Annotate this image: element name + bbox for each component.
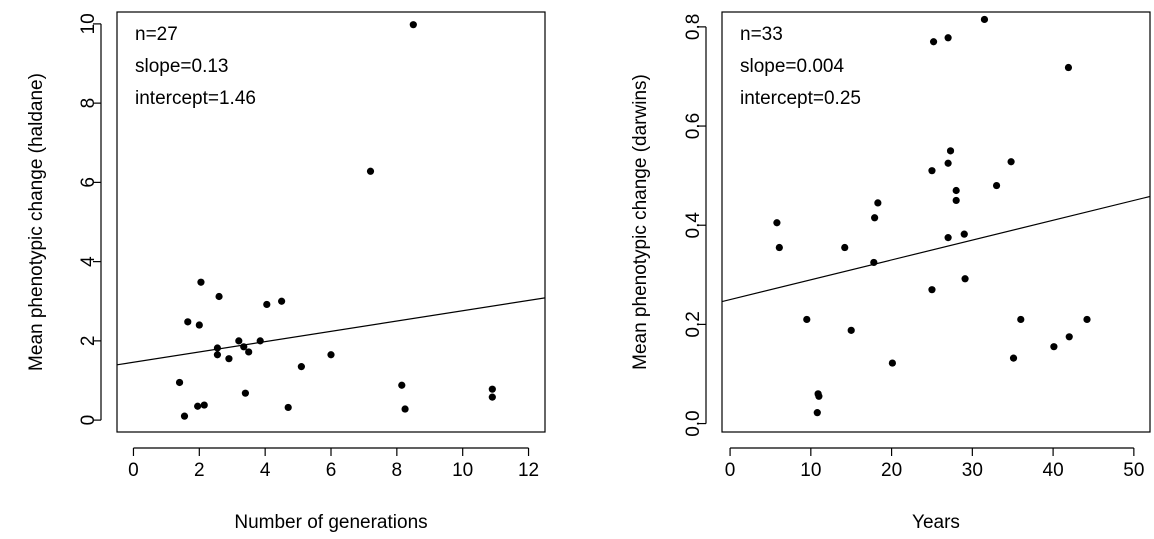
data-point [961,275,969,283]
plot-frame [116,11,546,433]
y-tick-label: 10 [78,13,99,34]
y-tick-label: 8 [78,98,99,109]
data-point [929,38,938,46]
data-point [241,389,249,397]
y-tick-label: 0.4 [683,212,704,239]
x-tick-label: 2 [194,460,205,481]
y-axis-label: Mean phenotypic change (haldane) [26,73,47,371]
y-tick-label: 0.8 [683,14,704,40]
data-point [194,402,202,410]
x-tick-label: 8 [392,460,403,481]
data-point [240,343,248,351]
data-point [1083,315,1091,324]
panel-1: 0 2 4 6 8 10 12 0 2 4 6 8 10 Number of generations Mea… [26,11,546,533]
y-tick-label: 2 [78,336,99,347]
data-point [245,348,253,356]
annotation-1: n=27 [135,24,178,45]
data-point [1007,158,1015,166]
y-tick-label: 0.2 [683,311,704,337]
data-point [284,403,292,412]
data-point [297,363,305,371]
x-tick-label: 0 [725,460,736,481]
data-point [225,355,233,363]
x-tick-label: 6 [326,460,337,481]
data-point [488,393,496,401]
data-point [813,409,821,417]
data-point [180,412,189,420]
data-point [944,234,952,242]
data-point [1017,315,1025,324]
data-point [184,318,192,326]
data-point [488,385,496,393]
regression-line [117,297,545,366]
y-tick-label: 0.0 [683,410,704,436]
data-point [398,381,406,389]
annotation-2: slope=0.13 [135,56,229,77]
data-point [960,230,968,238]
data-point [944,34,952,42]
data-point [871,214,879,222]
data-point [197,278,205,286]
data-point [235,337,243,345]
data-point [980,15,989,24]
y-tick-label: 6 [78,177,99,188]
data-point [278,297,286,305]
panel-2: 0 10 20 30 40 50 0.0 0.2 0.4 0.6 0.8 Years Mean phen… [630,11,1151,533]
data-point [401,405,409,413]
data-point [847,326,855,334]
x-tick-label: 0 [128,460,139,481]
data-point [888,359,896,367]
y-tick-label: 4 [78,256,99,267]
data-point [1009,354,1018,362]
data-point [928,286,936,294]
data-point [775,243,783,252]
data-point [803,315,811,324]
data-point [256,337,264,345]
data-point [1065,333,1073,341]
data-point [200,401,208,409]
data-point [195,321,203,329]
data-point [841,243,849,252]
plot-frame [721,11,1151,433]
x-tick-label: 12 [518,460,539,481]
x-tick-label: 30 [962,460,983,481]
annotation-2: slope=0.004 [740,56,844,77]
regression-line [722,195,1150,303]
data-point [992,181,1001,190]
data-point [928,167,936,175]
data-point [1050,343,1058,351]
x-tick-label: 10 [452,460,473,481]
data-point [215,292,223,301]
data-point [944,159,952,167]
x-tick-label: 4 [260,460,271,481]
data-point [946,147,955,155]
x-axis-label: Years [912,512,960,533]
y-axis-label: Mean phenotypic change (darwins) [630,74,651,370]
x-tick-label: 50 [1123,460,1144,481]
data-point [1064,63,1073,72]
data-point [213,344,222,352]
y-tick-label: 0 [78,415,99,426]
data-point [952,196,960,205]
data-point [870,258,878,267]
data-point [815,392,823,400]
annotation-3: intercept=1.46 [135,88,256,109]
x-tick-label: 20 [881,460,902,481]
data-point [773,219,781,227]
x-tick-label: 10 [800,460,821,481]
data-point [952,186,960,195]
x-tick-label: 40 [1043,460,1064,481]
data-point [263,300,271,309]
annotation-1: n=33 [740,24,783,45]
data-point [327,351,335,359]
x-axis-label: Number of generations [234,512,427,533]
data-point [175,378,184,387]
data-point [366,167,375,175]
y-tick-label: 0.6 [683,113,704,139]
annotation-3: intercept=0.25 [740,88,861,109]
data-point [409,21,417,29]
data-point [213,351,222,359]
data-point [874,199,882,207]
